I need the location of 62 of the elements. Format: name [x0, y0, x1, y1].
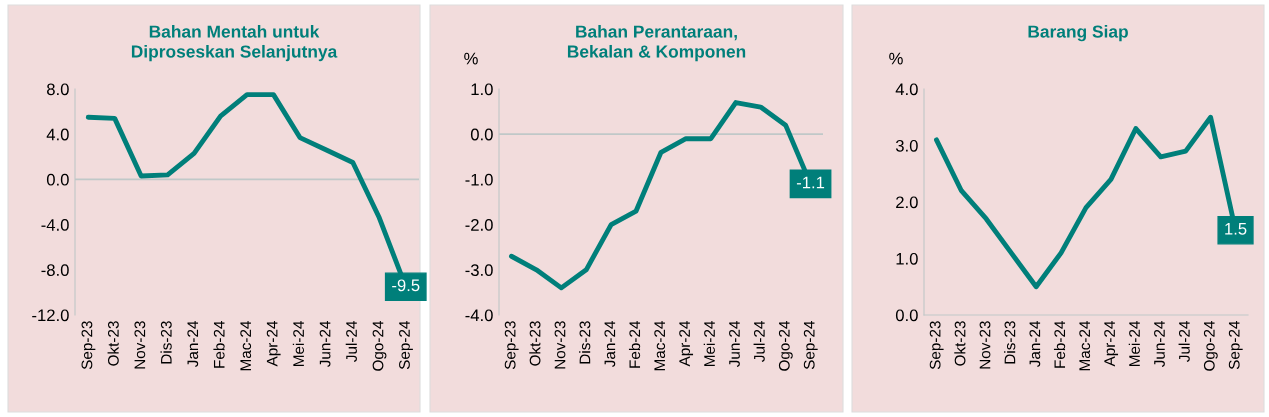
- x-tick-label: Dis-23: [160, 321, 172, 364]
- y-tick-label: -8.0: [41, 264, 69, 276]
- y-tick-label: -4.0: [465, 309, 493, 322]
- x-tick-label: Jan-24: [1029, 321, 1041, 368]
- x-tick-label: Mei-24: [292, 321, 305, 366]
- y-tick-label: 0.0: [895, 309, 918, 322]
- y-tick-label: 8.0: [47, 83, 69, 96]
- y-tick-label: 4.0: [895, 83, 918, 96]
- x-tick-label: Mei-24: [1128, 321, 1140, 366]
- y-tick-label: 1.0: [471, 83, 493, 96]
- x-tick-label: Feb-24: [213, 321, 225, 368]
- x-tick-label: Nov-23: [979, 321, 991, 369]
- x-tick-label: Mac-24: [1079, 321, 1091, 371]
- x-tick-label: Sep-23: [929, 321, 944, 370]
- y-tick-label: -4.0: [41, 219, 69, 231]
- chart-title: Bahan Mentah untuk Diproseskan Selanjutnya: [131, 25, 338, 62]
- y-tick-label: -12.0: [32, 309, 69, 322]
- x-tick-label: Jul-24: [753, 321, 765, 362]
- x-tick-label: Nov-23: [134, 321, 146, 369]
- x-tick-label: Sep-23: [81, 321, 96, 370]
- x-tick-label: Ogo-24: [372, 321, 387, 371]
- x-tick-label: Apr-24: [679, 321, 694, 367]
- x-tick-label: Dis-23: [579, 321, 591, 364]
- x-tick-label: Jan-24: [187, 321, 199, 368]
- y-tick-label: 0.0: [46, 173, 69, 186]
- x-tick-label: Feb-24: [628, 321, 641, 368]
- x-tick-label: Sep-24: [399, 321, 413, 370]
- x-tick-label: Jul-24: [345, 321, 357, 362]
- y-tick-label: -2.0: [465, 219, 493, 231]
- x-tick-label: Sep-24: [803, 321, 818, 370]
- y-tick-label: 0.0: [470, 128, 493, 141]
- x-tick-label: Mei-24: [703, 321, 715, 366]
- x-tick-label: Mac-24: [240, 321, 252, 371]
- y-axis-title: %: [464, 52, 478, 65]
- y-tick-label: 1.0: [896, 252, 918, 265]
- x-tick-label: Okt-23: [529, 321, 541, 366]
- data-label: 1.5: [1225, 223, 1247, 235]
- chart-title: Bahan Perantaraan, Bekalan & Komponen: [567, 25, 746, 62]
- x-tick-label: Dis-23: [1004, 321, 1016, 364]
- x-tick-label: Jul-24: [1178, 321, 1190, 362]
- x-tick-label: Mac-24: [654, 321, 666, 371]
- x-tick-label: Feb-24: [1053, 321, 1066, 368]
- y-tick-label: 2.0: [896, 196, 918, 209]
- x-tick-label: Sep-24: [1228, 321, 1243, 370]
- x-tick-label: Apr-24: [266, 321, 281, 367]
- chart-title: Barang Siap: [1028, 25, 1128, 42]
- y-axis-title: %: [889, 52, 903, 65]
- x-tick-label: Jan-24: [604, 321, 616, 368]
- x-tick-label: Apr-24: [1104, 321, 1119, 367]
- y-tick-label: 4.0: [46, 128, 69, 141]
- y-tick-label: 3.0: [895, 139, 918, 152]
- x-tick-label: Sep-23: [504, 321, 519, 370]
- x-tick-label: Okt-23: [954, 321, 966, 366]
- x-tick-label: Nov-23: [554, 321, 566, 369]
- x-tick-label: Jun-24: [729, 321, 740, 368]
- x-tick-label: Okt-23: [107, 321, 119, 366]
- x-tick-label: Jun-24: [319, 321, 331, 368]
- x-tick-label: Ogo-24: [1203, 321, 1218, 371]
- x-tick-label: Ogo-24: [778, 321, 793, 371]
- y-tick-label: -1.0: [465, 173, 493, 186]
- y-tick-label: -3.0: [465, 264, 493, 276]
- x-tick-label: Jun-24: [1154, 321, 1165, 368]
